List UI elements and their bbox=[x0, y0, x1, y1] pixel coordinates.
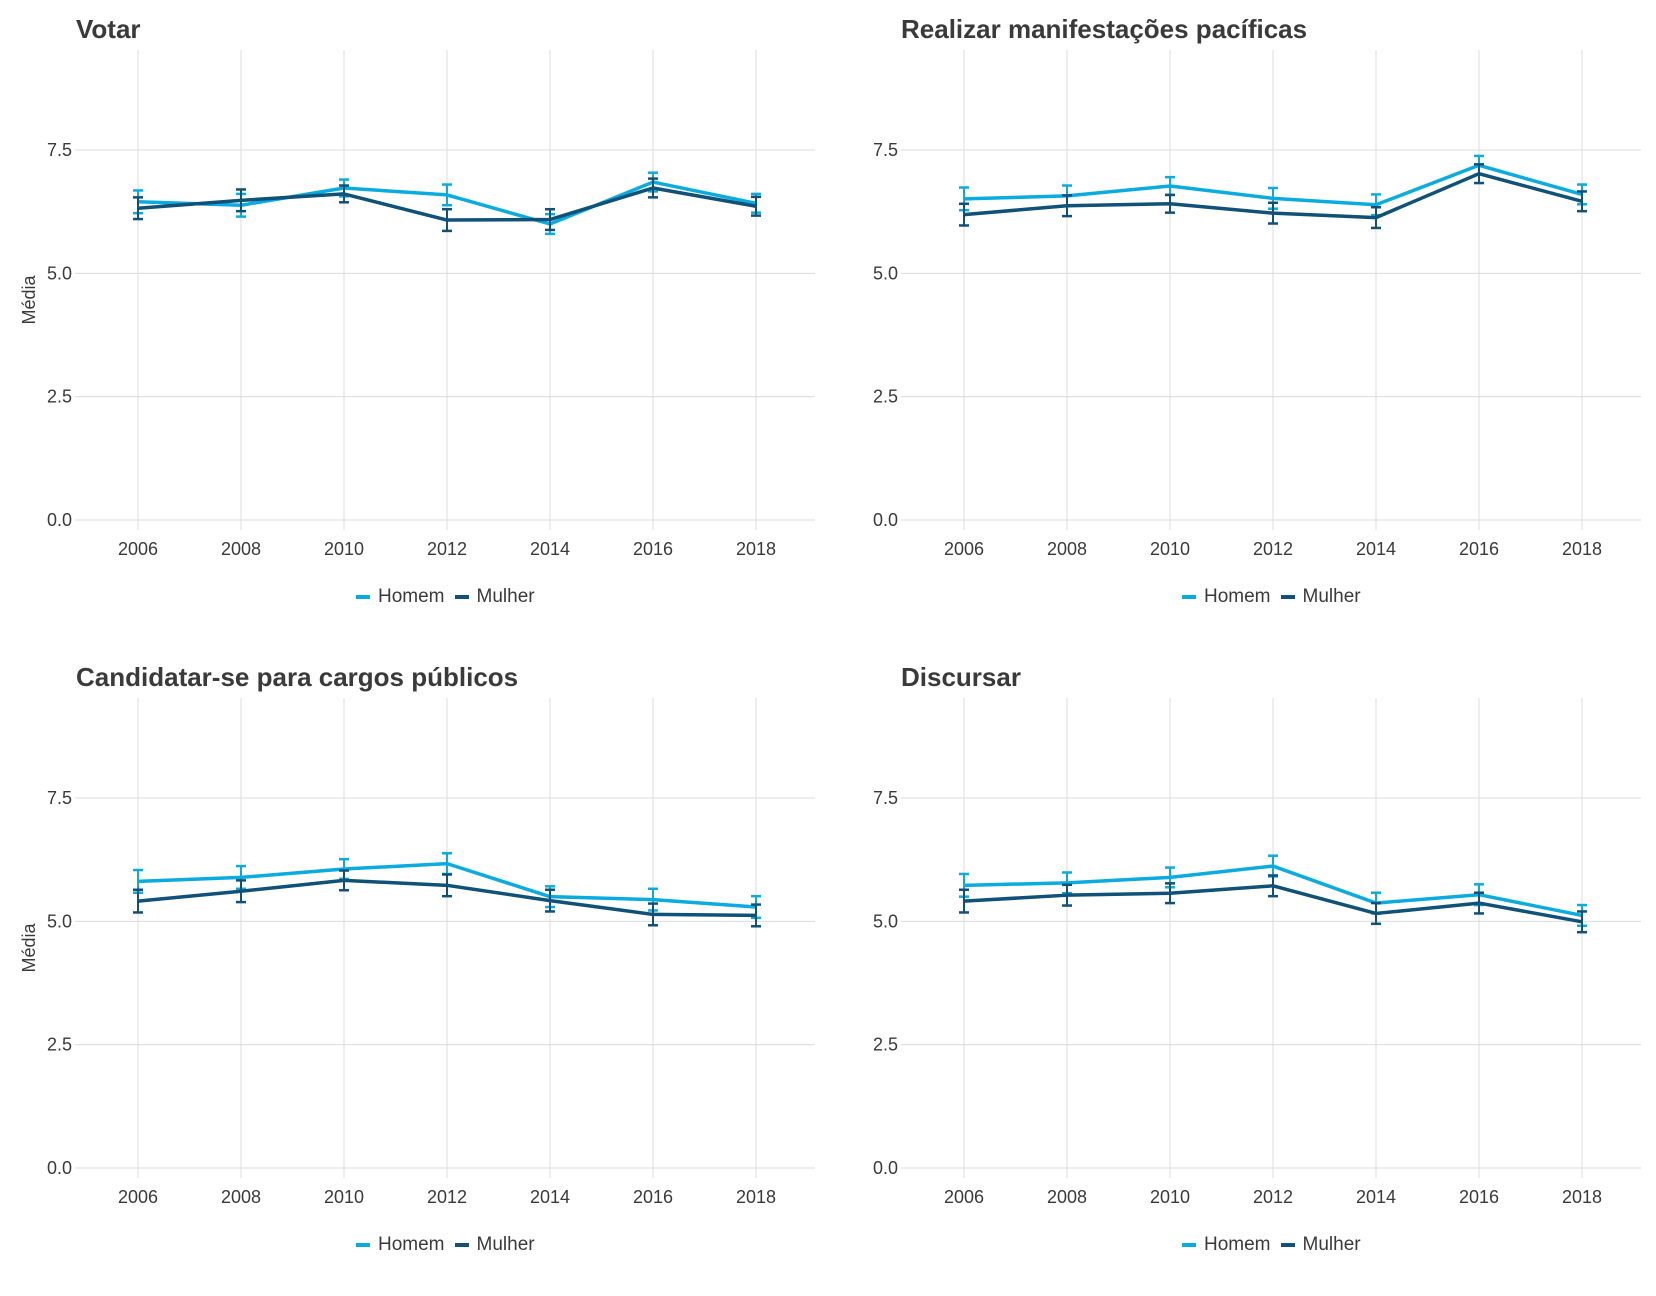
y-tick-label: 0.0 bbox=[873, 1158, 898, 1178]
x-tick-label: 2018 bbox=[1562, 1187, 1602, 1207]
y-tick-label: 7.5 bbox=[873, 140, 898, 160]
x-tick-label: 2012 bbox=[427, 1187, 467, 1207]
x-tick-label: 2016 bbox=[633, 1187, 673, 1207]
y-tick-label: 0.0 bbox=[47, 1158, 72, 1178]
legend-item-homem: Homem bbox=[1182, 1234, 1271, 1256]
plot-candidatar-se: 0.0 2.5 5.0 7.5 2006 2008 2010 2012 2014 2016 2018… bbox=[19, 698, 815, 1207]
x-tick-label: 2006 bbox=[118, 1187, 158, 1207]
x-tick-label: 2008 bbox=[1047, 539, 1087, 559]
panel-realizar-manifestacoes: Realizar manifestações pacíficas 0.0 2.5 5… bbox=[828, 0, 1656, 648]
y-tick-label: 7.5 bbox=[47, 140, 72, 160]
y-axis-title: Média bbox=[19, 923, 39, 973]
y-tick-label: 0.0 bbox=[873, 510, 898, 530]
legend-item-homem: Homem bbox=[356, 1234, 445, 1256]
panel-title: Discursar bbox=[901, 662, 1021, 692]
x-tick-label: 2010 bbox=[324, 539, 364, 559]
x-tick-label: 2012 bbox=[1253, 539, 1293, 559]
x-tick-label: 2016 bbox=[633, 539, 673, 559]
panel-title: Votar bbox=[76, 14, 141, 44]
legend-item-homem: Homem bbox=[1182, 586, 1271, 608]
legend-key-mulher bbox=[454, 595, 469, 599]
legend-item-mulher: Mulher bbox=[1280, 586, 1361, 608]
legend-key-mulher bbox=[1280, 1243, 1295, 1247]
x-tick-label: 2014 bbox=[530, 1187, 570, 1207]
x-tick-label: 2006 bbox=[944, 539, 984, 559]
legend-item-mulher: Mulher bbox=[454, 1234, 535, 1256]
x-tick-label: 2006 bbox=[944, 1187, 984, 1207]
series-mulher bbox=[959, 874, 1587, 934]
panel-title: Realizar manifestações pacíficas bbox=[901, 14, 1308, 44]
legend: Homem Mulher bbox=[1182, 586, 1371, 608]
y-tick-label: 2.5 bbox=[873, 1035, 898, 1055]
legend-label-mulher: Mulher bbox=[1302, 1234, 1361, 1255]
x-tick-label: 2016 bbox=[1459, 1187, 1499, 1207]
y-tick-label: 5.0 bbox=[873, 263, 898, 283]
legend-key-homem bbox=[1182, 595, 1196, 599]
y-tick-label: 7.5 bbox=[47, 788, 72, 808]
x-tick-label: 2008 bbox=[221, 539, 261, 559]
y-tick-label: 0.0 bbox=[47, 510, 72, 530]
x-tick-label: 2014 bbox=[1356, 1187, 1396, 1207]
x-tick-label: 2014 bbox=[1356, 539, 1396, 559]
x-tick-label: 2010 bbox=[1150, 539, 1190, 559]
y-tick-label: 2.5 bbox=[47, 387, 72, 407]
x-tick-label: 2008 bbox=[221, 1187, 261, 1207]
legend-label-mulher: Mulher bbox=[476, 586, 535, 607]
y-axis-title: Média bbox=[19, 275, 39, 325]
legend-label-homem: Homem bbox=[1204, 586, 1271, 607]
plot-realizar-manifestacoes: 0.0 2.5 5.0 7.5 2006 2008 2010 2012 2014 2016 2018 bbox=[873, 50, 1641, 559]
panel-title: Candidatar-se para cargos públicos bbox=[76, 662, 519, 692]
x-tick-label: 2018 bbox=[1562, 539, 1602, 559]
x-tick-label: 2008 bbox=[1047, 1187, 1087, 1207]
legend-label-homem: Homem bbox=[1204, 1234, 1271, 1255]
legend: Homem Mulher bbox=[356, 586, 545, 608]
x-tick-label: 2012 bbox=[427, 539, 467, 559]
y-tick-label: 5.0 bbox=[873, 911, 898, 931]
legend-label-homem: Homem bbox=[378, 1234, 445, 1255]
y-tick-label: 2.5 bbox=[873, 387, 898, 407]
y-tick-label: 5.0 bbox=[47, 263, 72, 283]
legend-label-mulher: Mulher bbox=[1302, 586, 1361, 607]
legend-key-mulher bbox=[454, 1243, 469, 1247]
x-tick-label: 2016 bbox=[1459, 539, 1499, 559]
legend-key-homem bbox=[1182, 1243, 1196, 1247]
y-tick-label: 7.5 bbox=[873, 788, 898, 808]
legend-label-mulher: Mulher bbox=[476, 1234, 535, 1255]
legend: Homem Mulher bbox=[1182, 1234, 1371, 1256]
legend-key-homem bbox=[356, 595, 370, 599]
legend: Homem Mulher bbox=[356, 1234, 545, 1256]
x-tick-label: 2018 bbox=[736, 539, 776, 559]
x-tick-label: 2018 bbox=[736, 1187, 776, 1207]
legend-item-mulher: Mulher bbox=[454, 586, 535, 608]
x-tick-label: 2010 bbox=[324, 1187, 364, 1207]
y-tick-label: 5.0 bbox=[47, 911, 72, 931]
legend-item-mulher: Mulher bbox=[1280, 1234, 1361, 1256]
panel-candidatar-se: Candidatar-se para cargos públicos 0.0 2.… bbox=[0, 648, 828, 1296]
legend-key-homem bbox=[356, 1243, 370, 1247]
y-tick-label: 2.5 bbox=[47, 1035, 72, 1055]
series-mulher bbox=[133, 177, 761, 233]
x-tick-label: 2014 bbox=[530, 539, 570, 559]
plot-discursar: 0.0 2.5 5.0 7.5 2006 2008 2010 2012 2014 2016 2018 bbox=[873, 698, 1641, 1207]
x-tick-label: 2006 bbox=[118, 539, 158, 559]
x-tick-label: 2010 bbox=[1150, 1187, 1190, 1207]
legend-key-mulher bbox=[1280, 595, 1295, 599]
legend-label-homem: Homem bbox=[378, 586, 445, 607]
plot-votar: 0.0 2.5 5.0 7.5 2006 2008 2010 2012 2014 2016 2018… bbox=[19, 50, 815, 559]
legend-item-homem: Homem bbox=[356, 586, 445, 608]
x-tick-label: 2012 bbox=[1253, 1187, 1293, 1207]
panel-votar: Votar 0.0 2.5 5.0 7.5 2006 2008 2010 2012 2014 20… bbox=[0, 0, 828, 648]
panel-discursar: Discursar 0.0 2.5 5.0 7.5 2006 2008 2010 2012 20… bbox=[828, 648, 1656, 1296]
series-mulher bbox=[959, 163, 1587, 230]
series-mulher bbox=[133, 869, 761, 928]
